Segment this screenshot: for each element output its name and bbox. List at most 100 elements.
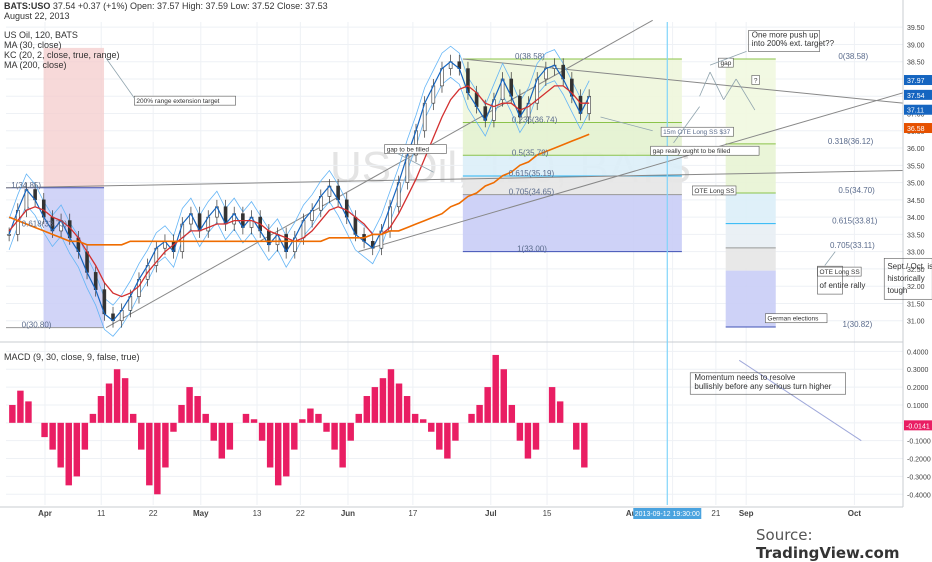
macd-badge [904,420,932,431]
macd-bar [299,419,306,423]
macd-bar [138,422,145,450]
macd-bar [468,413,475,423]
fib-projection-zone [725,58,776,144]
macd-tick-label: 0.2000 [907,385,929,392]
chart-annotation: 0.5(34.70) [838,186,875,195]
price-tick-label: 31.50 [907,301,925,308]
macd-bar [428,422,435,432]
symbol-label: BATS:USO [4,1,51,11]
macd-tick-label: -0.3000 [907,474,931,481]
fib-retracement-zone [462,194,682,252]
macd-bar [387,369,395,423]
annotation-arrow [600,116,653,132]
fib-projection-zone [725,192,776,224]
ma30-line [8,85,590,298]
chart-annotation: 0(38.58) [515,52,545,61]
macd-bar [226,422,234,450]
chart-annotation: Sept./ Oct. is [887,262,932,271]
macd-bar [395,383,403,423]
ma30-legend[interactable]: MA (30, close) [4,40,62,50]
macd-bar [25,401,32,423]
annotations: 1(34.85) 0.618(33.73) 0(30.80) 200% range e… [11,30,932,395]
macd-legend[interactable]: MACD (9, 30, close, 9, false, true) [4,352,140,362]
macd-trend-line [738,359,862,442]
price-tick-label: 35.00 [907,181,925,188]
macd-bar [307,408,314,423]
ohlc-label: Open: 37.57 High: 37.59 Low: 37.52 Close… [129,1,328,11]
macd-bar [154,422,161,495]
fib-retracement-zone [462,122,682,156]
macd-bar [331,422,338,450]
macd-tick-label: -0.1000 [907,439,931,446]
chart-annotation: 200% range extension target [136,98,219,105]
price-badge-label: 36.58 [907,126,925,133]
macd-bar [411,413,419,423]
chart-annotation: gap [720,60,731,67]
annotation-arrow [709,50,747,66]
time-tick-label: Apr [38,509,52,518]
study-title: US Oil, 120, BATS [4,30,78,40]
macd-bar [500,369,507,423]
macd-bar [355,413,362,423]
macd-bar [121,378,129,423]
macd-bar [452,422,459,441]
annotation-arrow [723,78,737,100]
macd-bar [178,404,185,423]
macd-tick-label: 0.3000 [907,367,929,374]
chart-annotation: OTE Long SS [694,188,735,195]
annotation-arrow [673,106,700,144]
chart-annotation: 0.615(35.19) [509,169,555,178]
annotation-box [692,185,737,196]
annotation-arrow [699,71,711,97]
tradingview-brand[interactable]: TradingView.com [756,544,900,562]
chart-annotation: gap to be filled [387,147,430,154]
macd-tick-label: -0.2000 [907,457,931,464]
macd-bar [258,422,266,441]
macd-bar [484,387,491,423]
macd-bar [492,354,499,423]
annotation-box [134,95,236,106]
time-tick-label: 13 [253,509,262,518]
price-badge [904,75,932,86]
macd-bar [105,383,113,423]
ma200-legend[interactable]: MA (200, close) [4,60,67,70]
axes: 39.5039.0038.5038.0037.5037.0036.5036.00… [38,0,932,550]
price-tick-label: 39.00 [907,42,925,49]
source-label: Source: [756,526,813,544]
note-box [817,265,843,295]
price-tick-label: 36.00 [907,146,925,153]
annotation-box [751,75,760,85]
price-badge-label: 37.97 [907,78,925,85]
macd-bar [97,396,105,423]
macd-bar [581,422,588,468]
macd-bar [315,413,322,423]
price-tick-label: 32.00 [907,284,925,291]
chart-annotation: tough [887,286,907,295]
macd-badge-label: -0.0141 [906,423,930,430]
chart-canvas[interactable]: US Oil, 120, BATS 39.5039.0038.5038.0037… [0,0,932,550]
price-tick-label: 31.00 [907,319,925,326]
fibonacci-zones [6,47,776,329]
fib-projection-zone [725,247,776,271]
annotation-box [660,126,734,137]
annotation-arrow [709,71,724,100]
time-tick-label: 22 [296,509,305,518]
macd-bar [194,396,201,423]
chart-annotation: 1(34.85) [11,181,41,190]
macd-bar [476,404,483,423]
macd-bar [242,413,250,423]
price-candle [7,234,11,236]
time-tick-label: 22 [149,509,158,518]
macd-bar [9,404,16,423]
time-tick-label: 21 [711,509,720,518]
macd-bar [556,401,564,423]
price-tick-label: 32.50 [907,267,925,274]
annotation-arrow [396,152,434,173]
macd-bar [323,422,330,432]
keltner-legend[interactable]: KC (20, 2, close, true, range) [4,50,120,60]
price-panel [7,45,591,337]
macd-bar [129,413,137,423]
annotation-box [650,145,760,156]
macd-bar [250,419,258,423]
macd-bar [436,422,443,450]
